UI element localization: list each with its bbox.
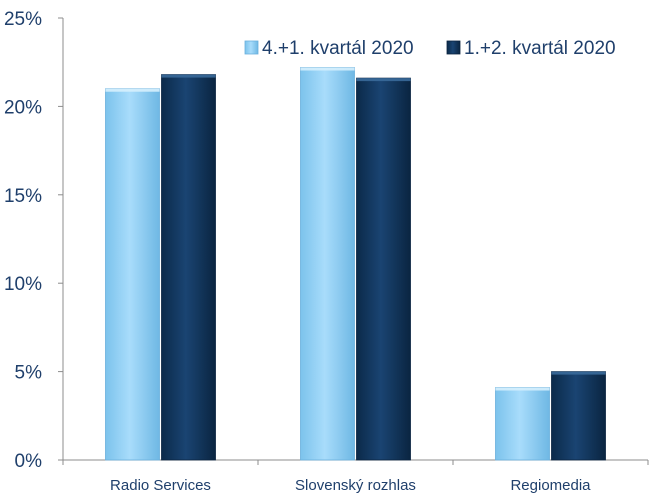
bar-top-highlight: [495, 387, 550, 391]
bars: [105, 67, 606, 461]
bar-top-highlight: [161, 74, 216, 78]
bar-top-highlight: [300, 67, 355, 71]
legend-swatch: [446, 40, 461, 55]
bar: [300, 67, 355, 461]
bar-series1-0: [105, 88, 160, 461]
y-tick-label: 15%: [4, 186, 42, 207]
y-tick-label: 20%: [4, 97, 42, 118]
legend-label: 1.+2. kvartál 2020: [464, 38, 616, 59]
bar: [105, 88, 160, 461]
y-tick-label: 25%: [4, 9, 42, 30]
bar-top-highlight: [105, 88, 160, 92]
y-tick-label: 10%: [4, 274, 42, 295]
legend: 4.+1. kvartál 2020 1.+2. kvartál 2020: [244, 38, 616, 59]
x-tick-label: Regiomedia: [510, 477, 591, 494]
legend-swatch: [244, 40, 259, 55]
legend-item-2: 1.+2. kvartál 2020: [446, 38, 616, 59]
bar-series1-2: [495, 387, 550, 461]
y-tick-label: 5%: [15, 363, 43, 384]
bar: [356, 77, 411, 461]
x-tick-label: Radio Services: [110, 477, 211, 494]
bar: [495, 387, 550, 461]
bar-top-highlight: [356, 78, 411, 82]
bar-series2-0: [161, 74, 216, 461]
x-tick-label: Slovenský rozhlas: [295, 477, 416, 494]
axes: [58, 17, 649, 465]
x-tick-labels: Radio Services Slovenský rozhlas Regiomedi…: [110, 477, 591, 494]
bar-series2-1: [356, 77, 411, 461]
legend-label: 4.+1. kvartál 2020: [262, 38, 414, 59]
bar-series1-1: [300, 67, 355, 461]
bar: [161, 74, 216, 461]
bar-series2-2: [551, 371, 606, 461]
bar-top-highlight: [551, 371, 606, 375]
y-tick-labels: 0% 5% 10% 15% 20% 25%: [4, 9, 42, 472]
bar: [551, 371, 606, 461]
y-tick-label: 0%: [15, 451, 43, 472]
legend-item-1: 4.+1. kvartál 2020: [244, 38, 414, 59]
